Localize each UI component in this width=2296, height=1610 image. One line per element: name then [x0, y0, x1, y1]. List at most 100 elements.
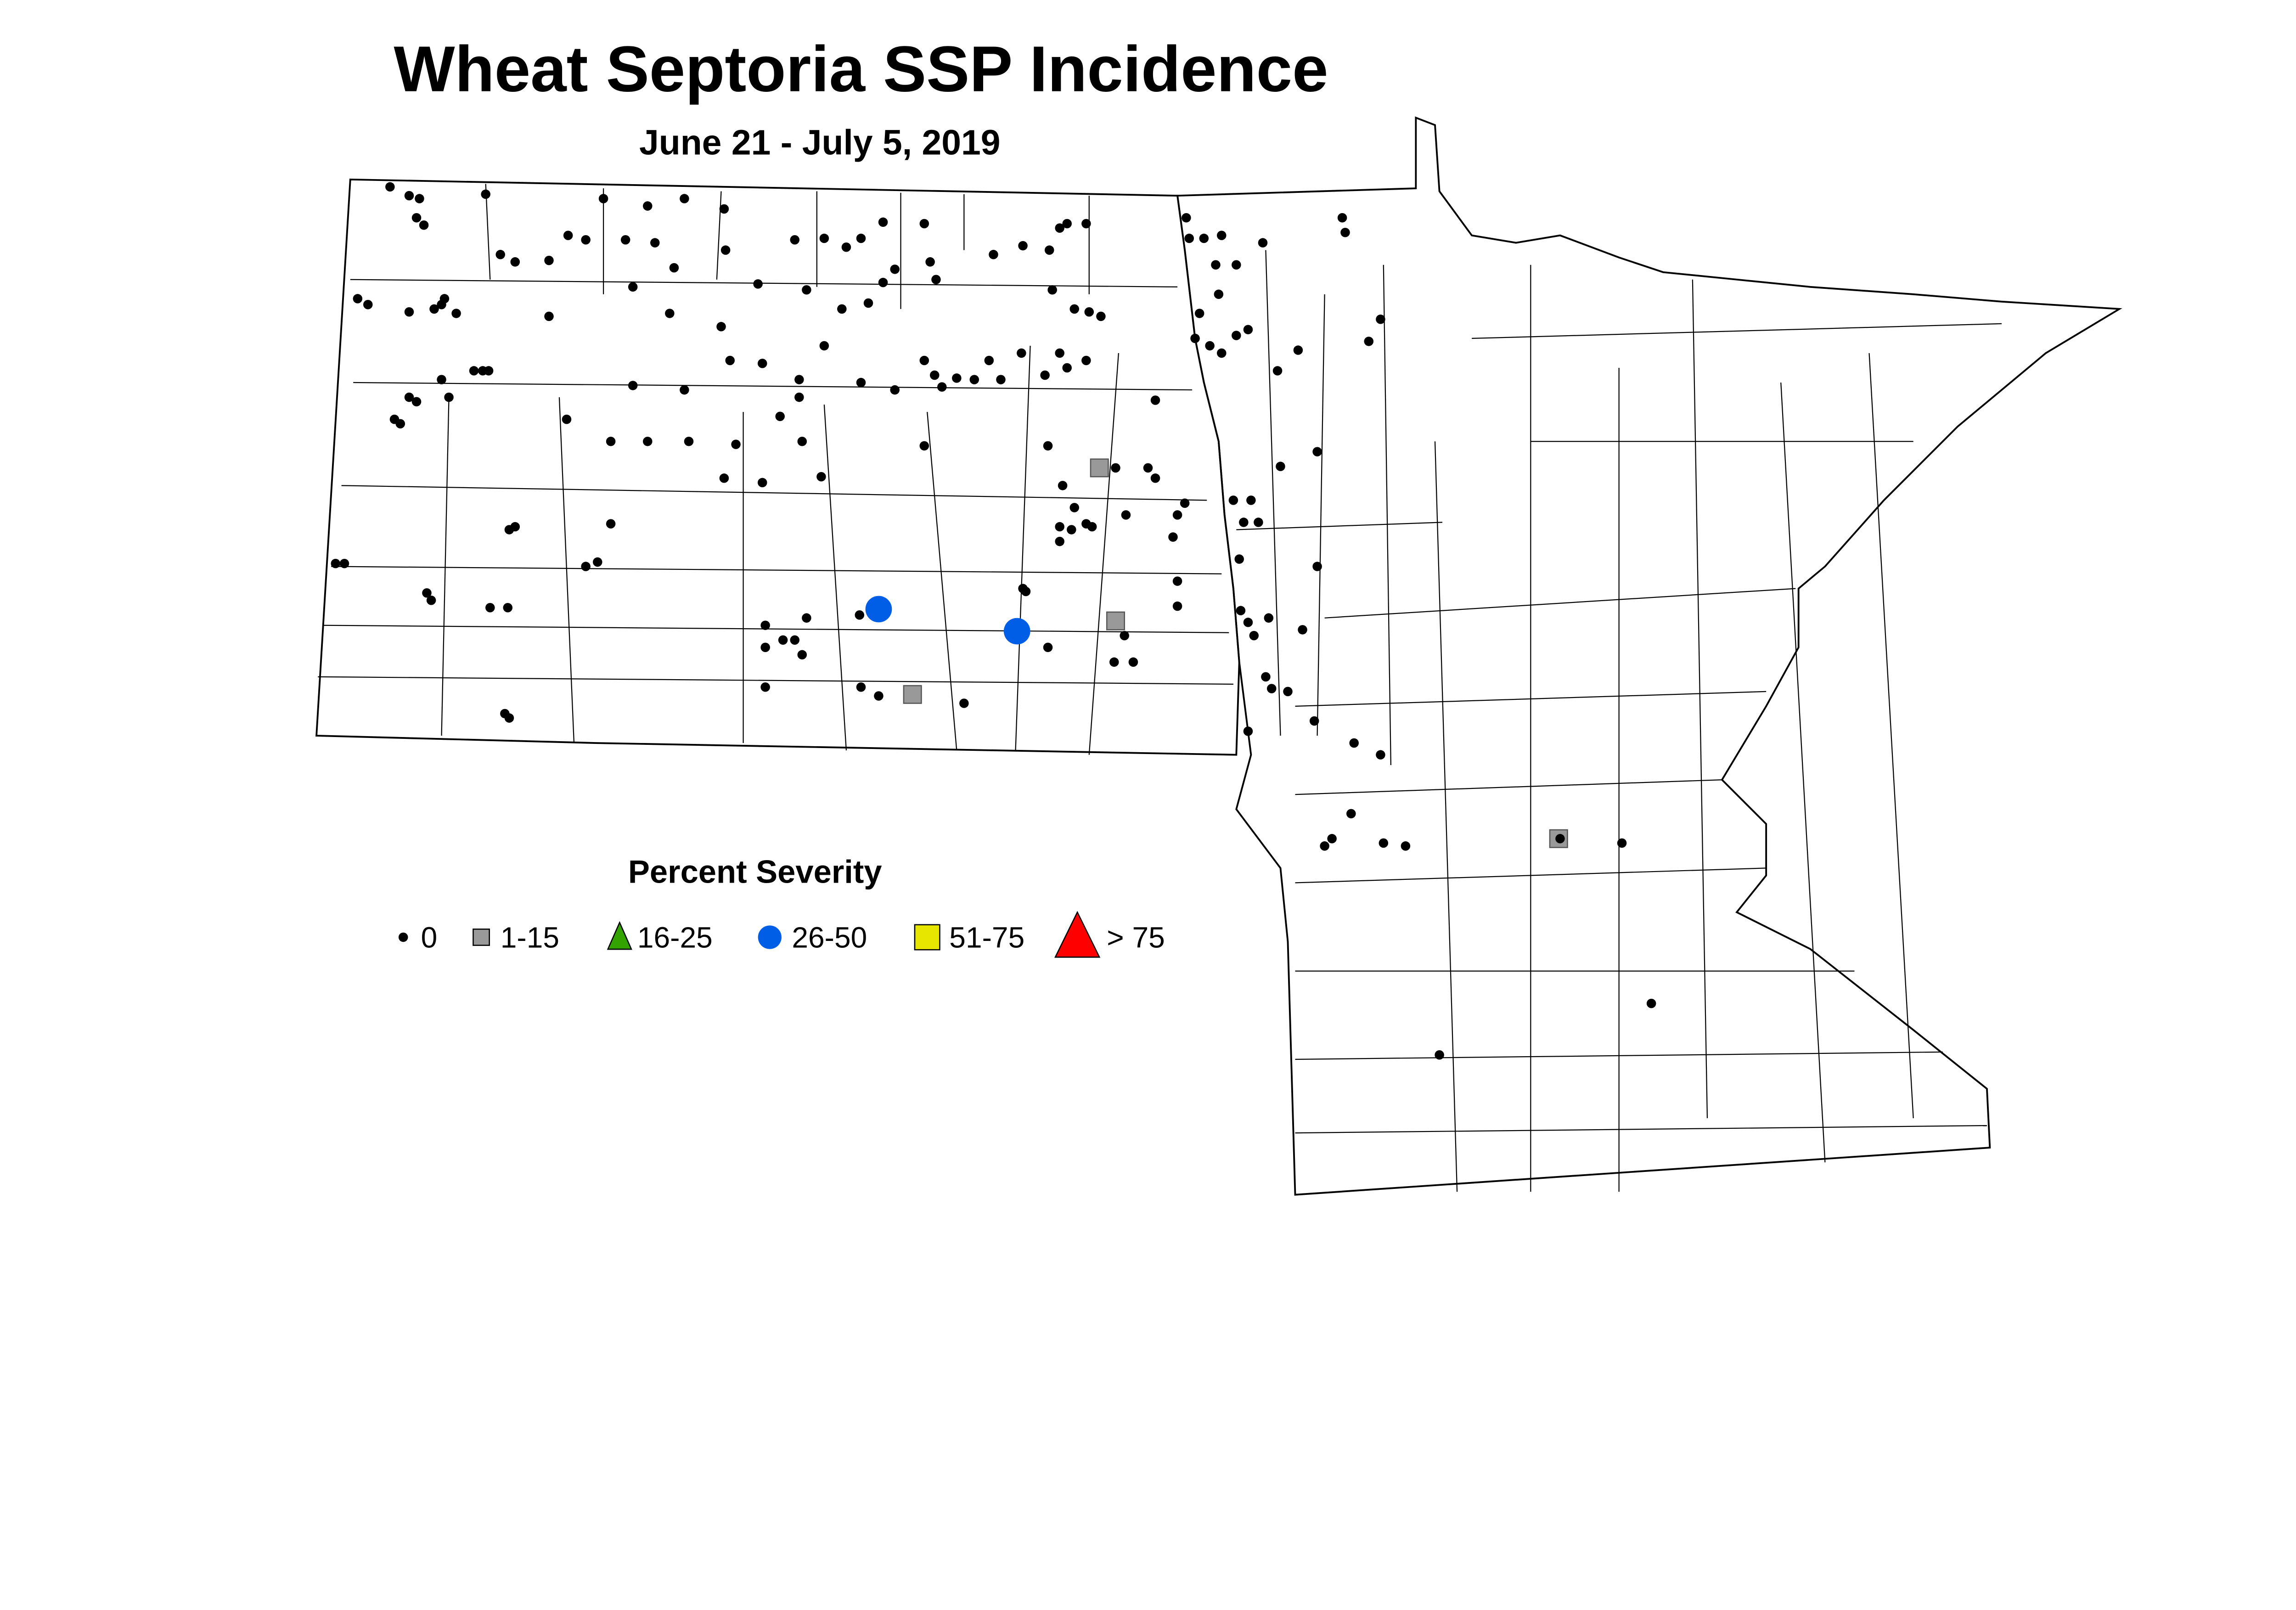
legend-label: 51-75: [949, 921, 1024, 954]
severity-0-point: [1062, 219, 1072, 229]
severity-0-point: [797, 650, 807, 660]
severity-0-point: [1349, 738, 1359, 748]
severity-0-point: [760, 682, 770, 692]
severity-0-point: [422, 588, 432, 598]
severity-0-point: [404, 307, 414, 317]
severity-0-point: [925, 257, 935, 267]
severity-0-point: [1109, 657, 1119, 667]
county-boundary: [1324, 588, 1796, 619]
severity-0-point: [1069, 304, 1079, 314]
severity-0-point: [837, 304, 847, 314]
county-boundary: [1692, 279, 1708, 1119]
county-boundary: [1265, 250, 1281, 736]
severity-0-point: [385, 182, 395, 192]
severity-0-point: [650, 238, 660, 248]
severity-0-point: [984, 355, 994, 366]
severity-0-point: [510, 257, 520, 267]
severity-0-point: [959, 698, 969, 708]
severity-0-point: [1379, 838, 1389, 848]
severity-0-point: [841, 242, 851, 252]
severity-0-point: [395, 419, 405, 429]
severity-0-point: [890, 385, 900, 395]
severity-0-point: [790, 235, 800, 245]
severity-0-point: [1018, 241, 1028, 251]
legend-square-icon: [473, 929, 490, 946]
severity-0-point: [469, 366, 479, 376]
severity-0-point: [444, 392, 454, 402]
minnesota-outline: [1176, 116, 2122, 1196]
severity-0-point: [794, 375, 804, 384]
severity-0-point: [426, 595, 436, 605]
severity-0-point: [1062, 363, 1072, 373]
severity-0-point: [731, 439, 741, 449]
severity-0-point: [1087, 522, 1097, 532]
severity-0-point: [415, 194, 424, 203]
legend-label: 26-50: [792, 921, 867, 954]
severity-0-point: [1096, 311, 1106, 321]
severity-0-point: [1017, 348, 1026, 358]
severity-0-point: [1340, 227, 1350, 237]
severity-0-point: [790, 635, 800, 645]
severity-0-point: [758, 359, 767, 368]
county-lines: [318, 184, 2002, 1192]
severity-0-point: [598, 194, 608, 203]
severity-0-point: [1021, 586, 1031, 597]
county-boundary: [1434, 441, 1458, 1192]
severity-0-point: [890, 265, 900, 274]
severity-0-point: [1172, 510, 1182, 520]
severity-0-point: [1143, 463, 1153, 473]
legend-circle-icon: [758, 925, 782, 949]
severity-0-point: [680, 194, 689, 203]
severity-0-point: [628, 381, 638, 390]
legend-item: > 75: [1054, 911, 1165, 958]
severity-0-point: [1214, 289, 1224, 299]
legend-dot-icon: [398, 932, 408, 942]
severity-0-point: [719, 473, 729, 483]
severity-0-point: [1283, 687, 1293, 697]
severity-0-point: [753, 279, 763, 289]
severity-0-point: [1217, 231, 1227, 240]
severity-0-point: [1646, 998, 1656, 1008]
county-boundary: [1015, 345, 1031, 751]
severity-0-point: [1228, 495, 1238, 505]
severity-0-point: [1055, 522, 1064, 532]
severity-0-point: [1239, 518, 1249, 527]
severity-0-point: [856, 377, 866, 388]
severity-0-point: [1261, 672, 1271, 682]
severity-0-point: [802, 285, 811, 295]
severity-0-point: [339, 558, 349, 569]
severity-0-point: [1172, 601, 1182, 611]
severity-0-point: [856, 233, 866, 243]
severity-0-point: [481, 189, 490, 199]
legend-item: 26-50: [758, 921, 867, 954]
legend-title: Percent Severity: [628, 853, 882, 889]
severity-0-point: [1199, 233, 1209, 243]
severity-0-point: [363, 299, 373, 310]
severity-0-point: [404, 191, 414, 201]
severity-0-point: [1376, 750, 1385, 760]
severity-0-point: [758, 478, 767, 488]
county-boundary: [485, 184, 491, 280]
county-boundary: [558, 397, 575, 743]
severity-0-point: [819, 341, 829, 351]
county-boundary: [823, 405, 847, 751]
severity-0-point: [1184, 233, 1194, 243]
severity-0-point: [684, 436, 694, 446]
severity-0-point: [778, 635, 788, 645]
severity-0-point: [1401, 841, 1411, 851]
severity-0-point: [816, 472, 826, 482]
severity-0-point: [680, 385, 689, 395]
severity-0-point: [989, 250, 998, 259]
severity-0-point: [563, 231, 573, 240]
severity-0-point: [606, 519, 616, 529]
severity-0-point: [1249, 630, 1259, 641]
severity-0-point: [878, 217, 888, 227]
severity-0-point: [1111, 463, 1120, 473]
legend-label: 1-15: [501, 921, 559, 954]
state-outlines: [315, 116, 2122, 1196]
county-boundary: [1295, 1125, 1987, 1134]
severity-0-point: [429, 304, 439, 314]
legend-square-icon: [914, 924, 940, 951]
county-boundary: [1295, 867, 1767, 884]
map-title: Wheat Septoria SSP Incidence: [394, 33, 1328, 105]
